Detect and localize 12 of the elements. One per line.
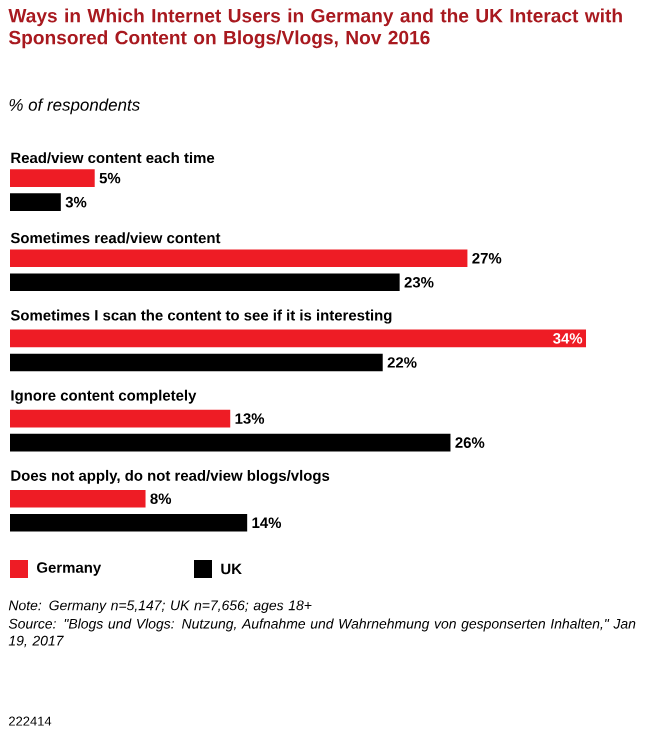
bar [10, 513, 248, 532]
bar [10, 489, 146, 508]
bar [10, 249, 468, 268]
bar [10, 329, 587, 348]
chart-title: Ways in Which Internet Users in Germany and the UK Interact with Sponsored Content on Blogs/Vlogs, Nov 2016 [8, 8, 622, 49]
bar [10, 409, 231, 428]
bar [10, 169, 95, 187]
bar [10, 273, 400, 292]
chart-subtitle: % of respondents [9, 98, 140, 115]
bar [10, 193, 61, 211]
bar [10, 433, 451, 452]
bar [10, 353, 383, 372]
